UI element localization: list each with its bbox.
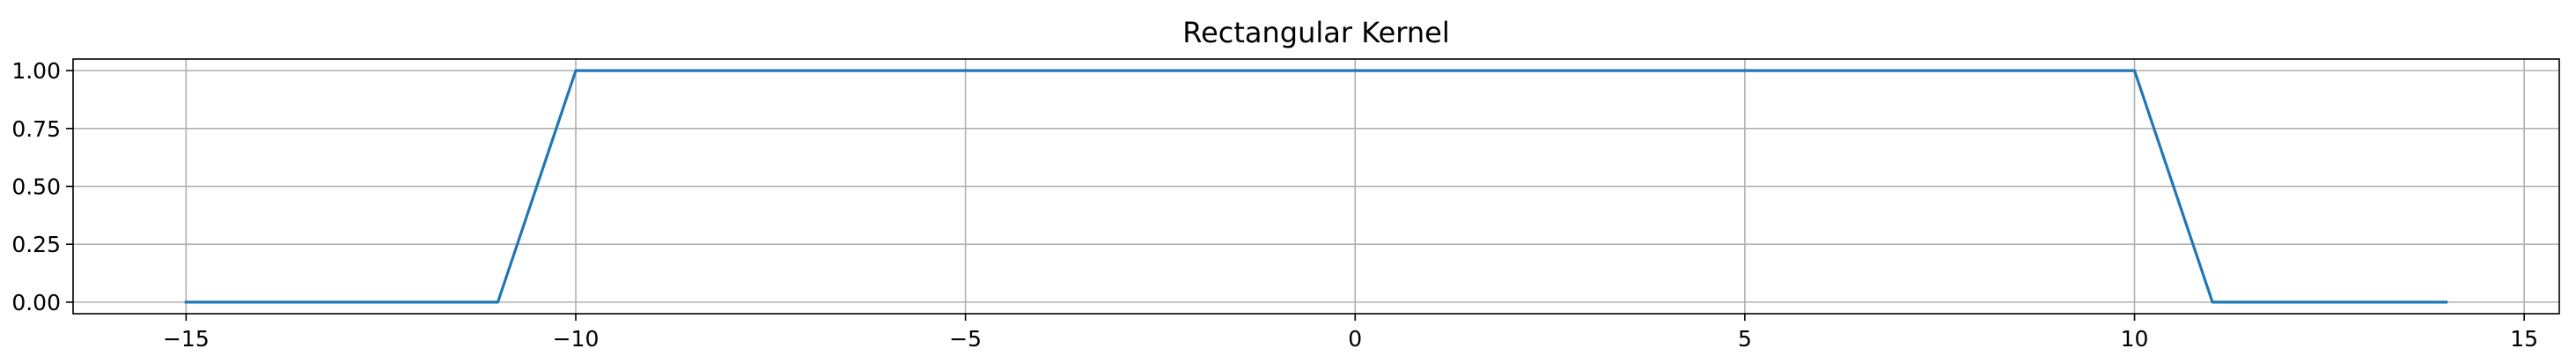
y-tick-label: 1.00	[11, 58, 61, 84]
y-tick-label: 0.00	[11, 290, 61, 315]
y-tick-label: 0.75	[11, 116, 61, 142]
grid-layer	[73, 59, 2559, 314]
chart-title: Rectangular Kernel	[1182, 16, 1449, 49]
x-tick-label: 10	[2121, 326, 2149, 352]
x-tick-label: −5	[949, 326, 982, 352]
y-tick-label: 0.50	[11, 174, 61, 200]
series-layer	[184, 69, 2448, 304]
x-tick-label: 0	[1348, 326, 1362, 352]
x-tick-label: −15	[163, 326, 210, 352]
tick-layer: −15 −10 −5 0 5 10 15 0.00 0.25 0.50 0.75 1.00	[11, 58, 2538, 352]
series-line-kernel	[184, 69, 2448, 304]
x-tick-label: 15	[2510, 326, 2538, 352]
y-tick-label: 0.25	[11, 232, 61, 257]
x-tick-label: 5	[1738, 326, 1752, 352]
x-tick-label: −10	[553, 326, 600, 352]
